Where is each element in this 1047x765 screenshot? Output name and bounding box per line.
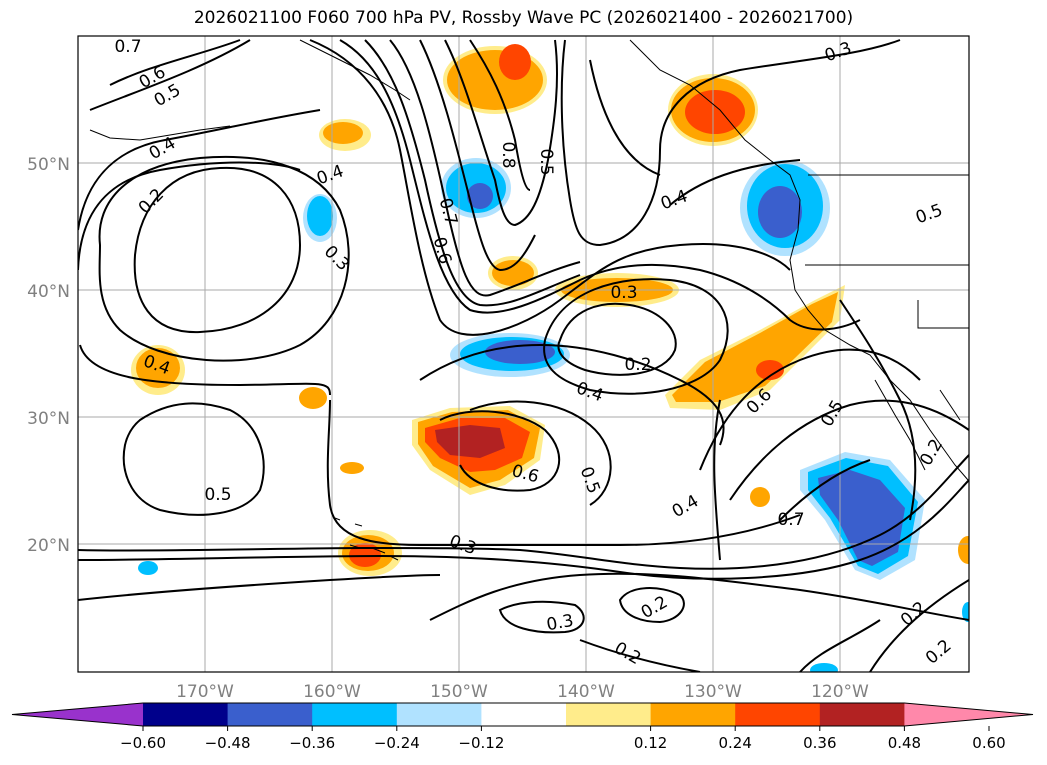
colorbar-segment bbox=[143, 703, 229, 726]
colorbar-segment bbox=[396, 703, 482, 726]
colorbar-extend-low bbox=[12, 703, 143, 726]
lat-label: 30°N bbox=[27, 409, 70, 429]
colorbar-tick-label: 0.48 bbox=[888, 734, 921, 752]
colorbar-tick-label: −0.60 bbox=[120, 734, 166, 752]
colorbar-tick-label: 0.12 bbox=[634, 734, 667, 752]
map-title: 2026021100 F060 700 hPa PV, Rossby Wave … bbox=[193, 8, 854, 28]
colorbar-segment bbox=[735, 703, 821, 726]
contour-label: 0.3 bbox=[545, 611, 575, 635]
contour-label: 0.5 bbox=[536, 148, 556, 175]
lon-label: 160°W bbox=[303, 682, 361, 702]
colorbar-tick-label: −0.36 bbox=[289, 734, 335, 752]
colorbar-segment bbox=[481, 703, 567, 726]
contour-label: 0.7 bbox=[114, 37, 141, 57]
longitude-labels: 170°W 160°W 150°W 140°W 130°W 120°W bbox=[176, 682, 869, 702]
colorbar: −0.60 −0.48 −0.36 −0.24 −0.12 0.12 0.24 0.36 0.4… bbox=[11, 702, 1034, 752]
contour-label: 0.5 bbox=[204, 485, 231, 505]
colorbar-tick-label: −0.24 bbox=[374, 734, 420, 752]
colorbar-tick-label: 0.24 bbox=[718, 734, 751, 752]
lat-label: 40°N bbox=[27, 282, 70, 302]
coastlines bbox=[89, 39, 969, 561]
lat-label: 50°N bbox=[27, 155, 70, 175]
colorbar-tick-label: −0.48 bbox=[205, 734, 251, 752]
pv-contours bbox=[78, 39, 969, 672]
colorbar-extend-high bbox=[904, 703, 1033, 726]
lon-label: 140°W bbox=[557, 682, 615, 702]
colorbar-tick-label: 0.60 bbox=[972, 734, 1005, 752]
map-panel: 0.7 0.6 0.5 0.4 0.2 0.4 0.3 0.8 0.5 0.7 … bbox=[78, 36, 969, 672]
contour-label: 0.2 bbox=[624, 355, 651, 375]
contour-label: 0.3 bbox=[610, 283, 637, 303]
colorbar-segment bbox=[819, 703, 905, 726]
lon-label: 120°W bbox=[811, 682, 869, 702]
colorbar-tick-label: 0.36 bbox=[803, 734, 836, 752]
colorbar-segment bbox=[566, 703, 652, 726]
contour-label: 0.8 bbox=[498, 141, 518, 168]
contour-label: 0.7 bbox=[777, 510, 804, 530]
colorbar-segment bbox=[312, 703, 398, 726]
colorbar-tick-label: −0.12 bbox=[458, 734, 504, 752]
lat-label: 20°N bbox=[27, 536, 70, 556]
latitude-labels: 50°N 40°N 30°N 20°N bbox=[27, 155, 70, 556]
map-frame bbox=[77, 35, 970, 673]
lon-label: 170°W bbox=[176, 682, 234, 702]
lon-label: 150°W bbox=[430, 682, 488, 702]
colorbar-segment bbox=[650, 703, 736, 726]
lon-label: 130°W bbox=[684, 682, 742, 702]
colorbar-segment bbox=[227, 703, 313, 726]
